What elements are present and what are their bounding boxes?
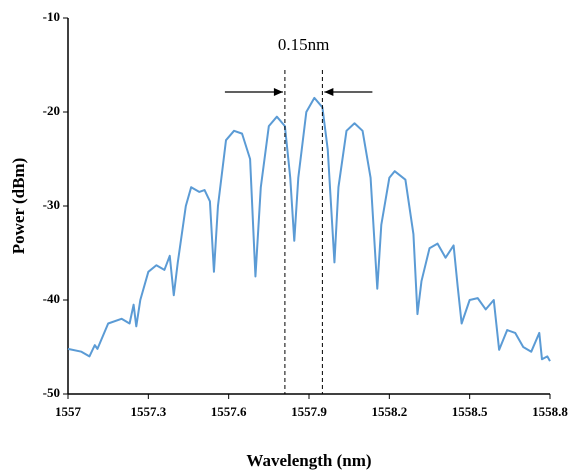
x-tick-label: 1558.8 xyxy=(532,404,568,419)
y-tick-label: -30 xyxy=(43,197,60,212)
y-tick-label: -20 xyxy=(43,103,60,118)
y-axis-label: Power (dBm) xyxy=(9,158,28,254)
x-tick-label: 1557.3 xyxy=(130,404,166,419)
x-axis-label: Wavelength (nm) xyxy=(246,451,371,470)
x-tick-label: 1557 xyxy=(55,404,82,419)
arrow-head xyxy=(324,88,334,96)
y-tick-label: -50 xyxy=(43,385,60,400)
x-tick-label: 1557.9 xyxy=(291,404,327,419)
y-tick-label: -40 xyxy=(43,291,60,306)
x-tick-label: 1557.6 xyxy=(211,404,247,419)
x-tick-label: 1558.5 xyxy=(452,404,488,419)
y-tick-label: -10 xyxy=(43,9,60,24)
annotation: 0.15nm xyxy=(278,35,329,54)
arrow-head xyxy=(273,88,283,96)
x-tick-label: 1558.2 xyxy=(371,404,407,419)
data-line xyxy=(67,96,551,362)
